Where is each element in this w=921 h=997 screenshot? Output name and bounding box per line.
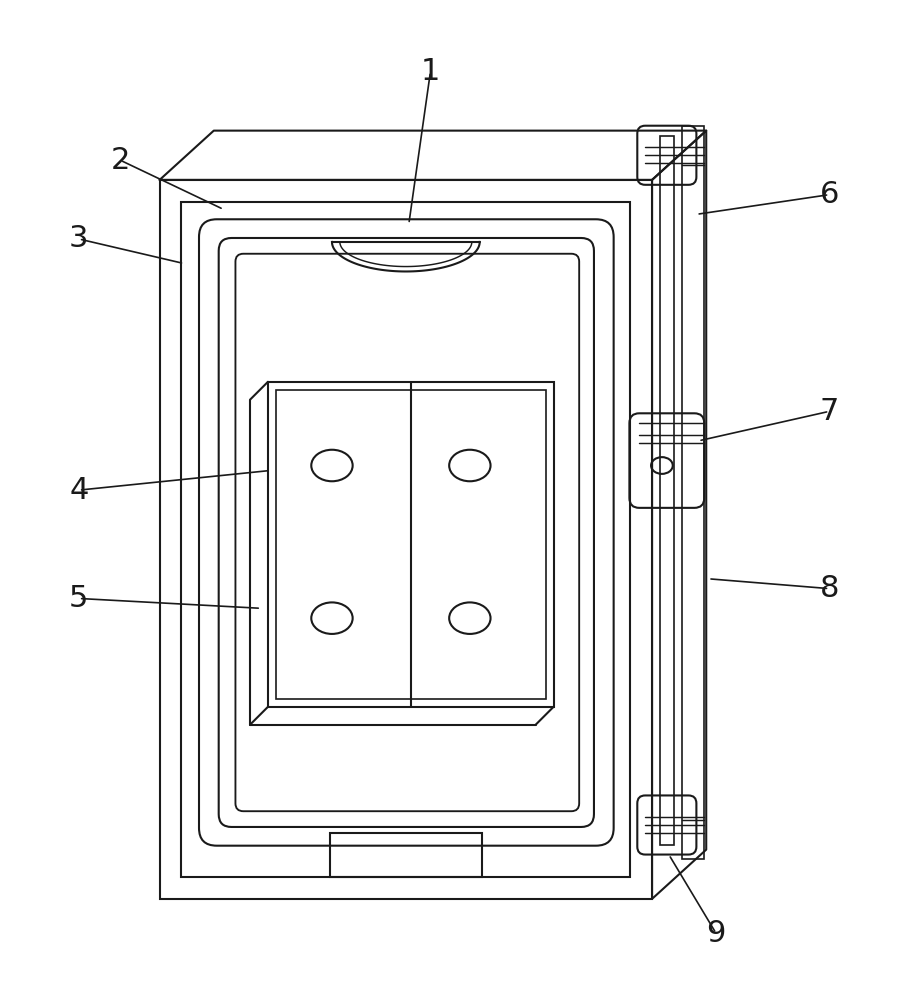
Bar — [275, 390, 546, 699]
Bar — [682, 126, 705, 859]
Bar — [181, 201, 630, 877]
Text: 9: 9 — [706, 919, 726, 948]
Bar — [268, 382, 554, 707]
Text: 7: 7 — [820, 397, 839, 426]
Text: 1: 1 — [421, 57, 440, 86]
Text: 3: 3 — [69, 224, 88, 253]
Bar — [660, 136, 674, 844]
Bar — [330, 832, 483, 877]
Bar — [159, 179, 652, 899]
Text: 4: 4 — [69, 476, 88, 504]
Text: 2: 2 — [111, 146, 130, 174]
Text: 5: 5 — [69, 584, 88, 613]
Text: 6: 6 — [820, 180, 839, 209]
Text: 8: 8 — [820, 574, 839, 603]
